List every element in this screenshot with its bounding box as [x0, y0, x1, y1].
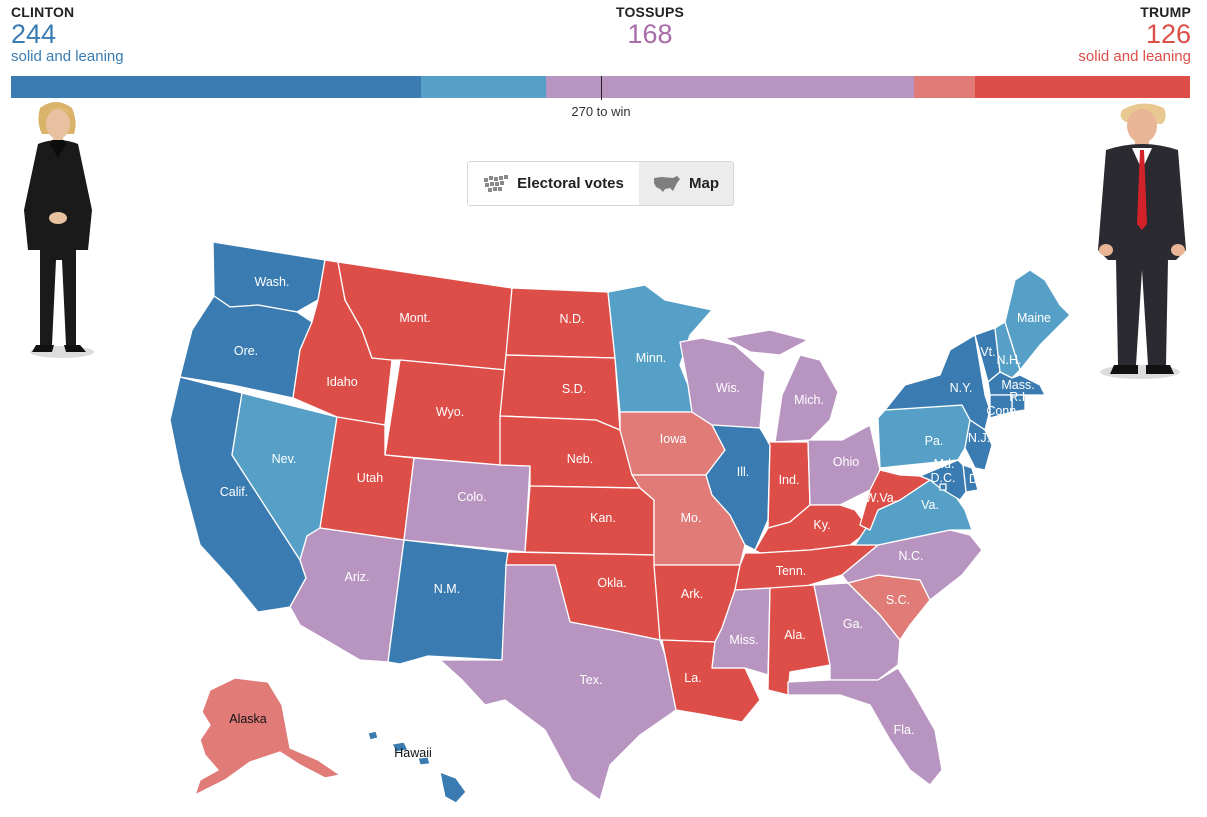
tossup-votes: 168: [627, 19, 673, 49]
state-label-ut: Utah: [357, 471, 383, 485]
win-threshold-line: [601, 76, 602, 100]
state-label-tn: Tenn.: [776, 564, 807, 578]
state-label-az: Ariz.: [345, 570, 370, 584]
map-label: Map: [689, 175, 719, 192]
state-label-ms: Miss.: [729, 633, 758, 647]
state-nh[interactable]: [994, 321, 1021, 379]
tally-segment-tossup: [545, 76, 914, 98]
state-tx[interactable]: [439, 564, 677, 801]
trump-name: TRUMP: [1140, 4, 1191, 20]
state-label-sc: S.C.: [886, 593, 910, 607]
map-toggle-button[interactable]: Map: [639, 162, 733, 205]
state-label-in: Ind.: [779, 473, 800, 487]
state-label-ar: Ark.: [681, 587, 703, 601]
tally-segment-clinton-solid: [11, 76, 421, 98]
state-label-mn: Minn.: [636, 351, 667, 365]
trump-votes: 126: [1145, 19, 1191, 49]
state-label-nd: N.D.: [560, 312, 585, 326]
state-label-tx: Tex.: [580, 673, 603, 687]
state-label-ga: Ga.: [843, 617, 863, 631]
win-threshold-label: 270 to win: [571, 104, 631, 119]
state-label-la: La.: [684, 671, 701, 685]
state-label-ct: Conn.: [986, 404, 1019, 418]
state-nj[interactable]: [964, 419, 993, 471]
state-label-vt: Vt.: [980, 345, 995, 359]
state-label-ri: R.I.: [1009, 390, 1028, 404]
electoral-grid-icon: [484, 174, 509, 192]
state-label-mo: Mo.: [681, 511, 702, 525]
electoral-votes-toggle-button[interactable]: Electoral votes: [468, 162, 639, 205]
state-ny[interactable]: [884, 334, 991, 431]
state-label-pa: Pa.: [925, 434, 944, 448]
tossup-name: TOSSUPS: [615, 4, 685, 20]
state-hi[interactable]: [367, 730, 467, 804]
state-label-ne: Neb.: [567, 452, 593, 466]
electoral-tally-bar: [11, 76, 1190, 98]
state-label-ky: Ky.: [813, 518, 830, 532]
state-label-nh: N.H.: [997, 353, 1022, 367]
state-label-md: Md.: [934, 457, 955, 471]
state-az[interactable]: [289, 527, 405, 663]
state-label-al: Ala.: [784, 628, 806, 642]
state-fl[interactable]: [787, 667, 943, 786]
state-label-wi: Wis.: [716, 381, 740, 395]
state-label-ma: Mass.: [1001, 378, 1034, 392]
state-label-wy: Wyo.: [436, 405, 464, 419]
state-label-hi: Hawaii: [394, 746, 432, 760]
state-label-ok: Okla.: [597, 576, 626, 590]
state-label-or: Ore.: [234, 344, 258, 358]
clinton-illustration: [24, 102, 94, 358]
state-label-dc: D.C.: [931, 471, 956, 485]
trump-illustration: [1098, 103, 1186, 379]
state-ct[interactable]: [989, 394, 1013, 419]
state-label-id: Idaho: [326, 375, 357, 389]
state-label-va: Va.: [921, 498, 939, 512]
us-map-icon: [654, 175, 680, 192]
electoral-votes-label: Electoral votes: [517, 175, 624, 192]
state-label-fl: Fla.: [894, 723, 915, 737]
state-label-de: Del.: [969, 472, 991, 486]
state-mn[interactable]: [607, 284, 713, 413]
state-co[interactable]: [403, 457, 531, 553]
state-il[interactable]: [705, 424, 771, 551]
state-wv[interactable]: [859, 469, 931, 531]
clinton-subtitle: solid and leaning: [11, 48, 124, 65]
state-label-ks: Kan.: [590, 511, 616, 525]
state-label-il: Ill.: [737, 465, 750, 479]
view-toggle: Electoral votes Map: [467, 161, 734, 206]
trump-subtitle: solid and leaning: [1078, 48, 1191, 65]
state-label-me: Maine: [1017, 311, 1051, 325]
state-label-wa: Wash.: [255, 275, 290, 289]
clinton-votes: 244: [11, 19, 57, 49]
state-label-nc: N.C.: [899, 549, 924, 563]
state-me[interactable]: [1004, 269, 1071, 371]
state-label-ak: Alaska: [229, 712, 267, 726]
state-label-ny: N.Y.: [950, 381, 973, 395]
tossup-tally: TOSSUPS 168: [570, 4, 730, 48]
state-dc[interactable]: [939, 483, 947, 491]
state-label-nj: N.J.: [968, 431, 990, 445]
tally-segment-trump-solid: [975, 76, 1190, 98]
state-label-nm: N.M.: [434, 582, 460, 596]
state-md[interactable]: [919, 459, 967, 501]
state-label-ca: Calif.: [220, 485, 248, 499]
clinton-name: CLINTON: [11, 4, 75, 20]
trump-tally: TRUMP 126 solid and leaning: [1078, 4, 1191, 65]
state-ak[interactable]: [194, 677, 341, 796]
tally-segment-trump-leaning: [913, 76, 976, 98]
state-label-sd: S.D.: [562, 382, 586, 396]
state-label-ia: Iowa: [660, 432, 686, 446]
state-nm[interactable]: [387, 539, 509, 665]
state-label-co: Colo.: [457, 490, 486, 504]
state-label-mt: Mont.: [399, 311, 430, 325]
clinton-tally: CLINTON 244 solid and leaning: [11, 4, 124, 65]
state-label-mi: Mich.: [794, 393, 824, 407]
state-label-wv: W.Va.: [865, 491, 897, 505]
tally-segment-clinton-leaning: [420, 76, 546, 98]
state-label-nv: Nev.: [272, 452, 297, 466]
state-label-oh: Ohio: [833, 455, 859, 469]
